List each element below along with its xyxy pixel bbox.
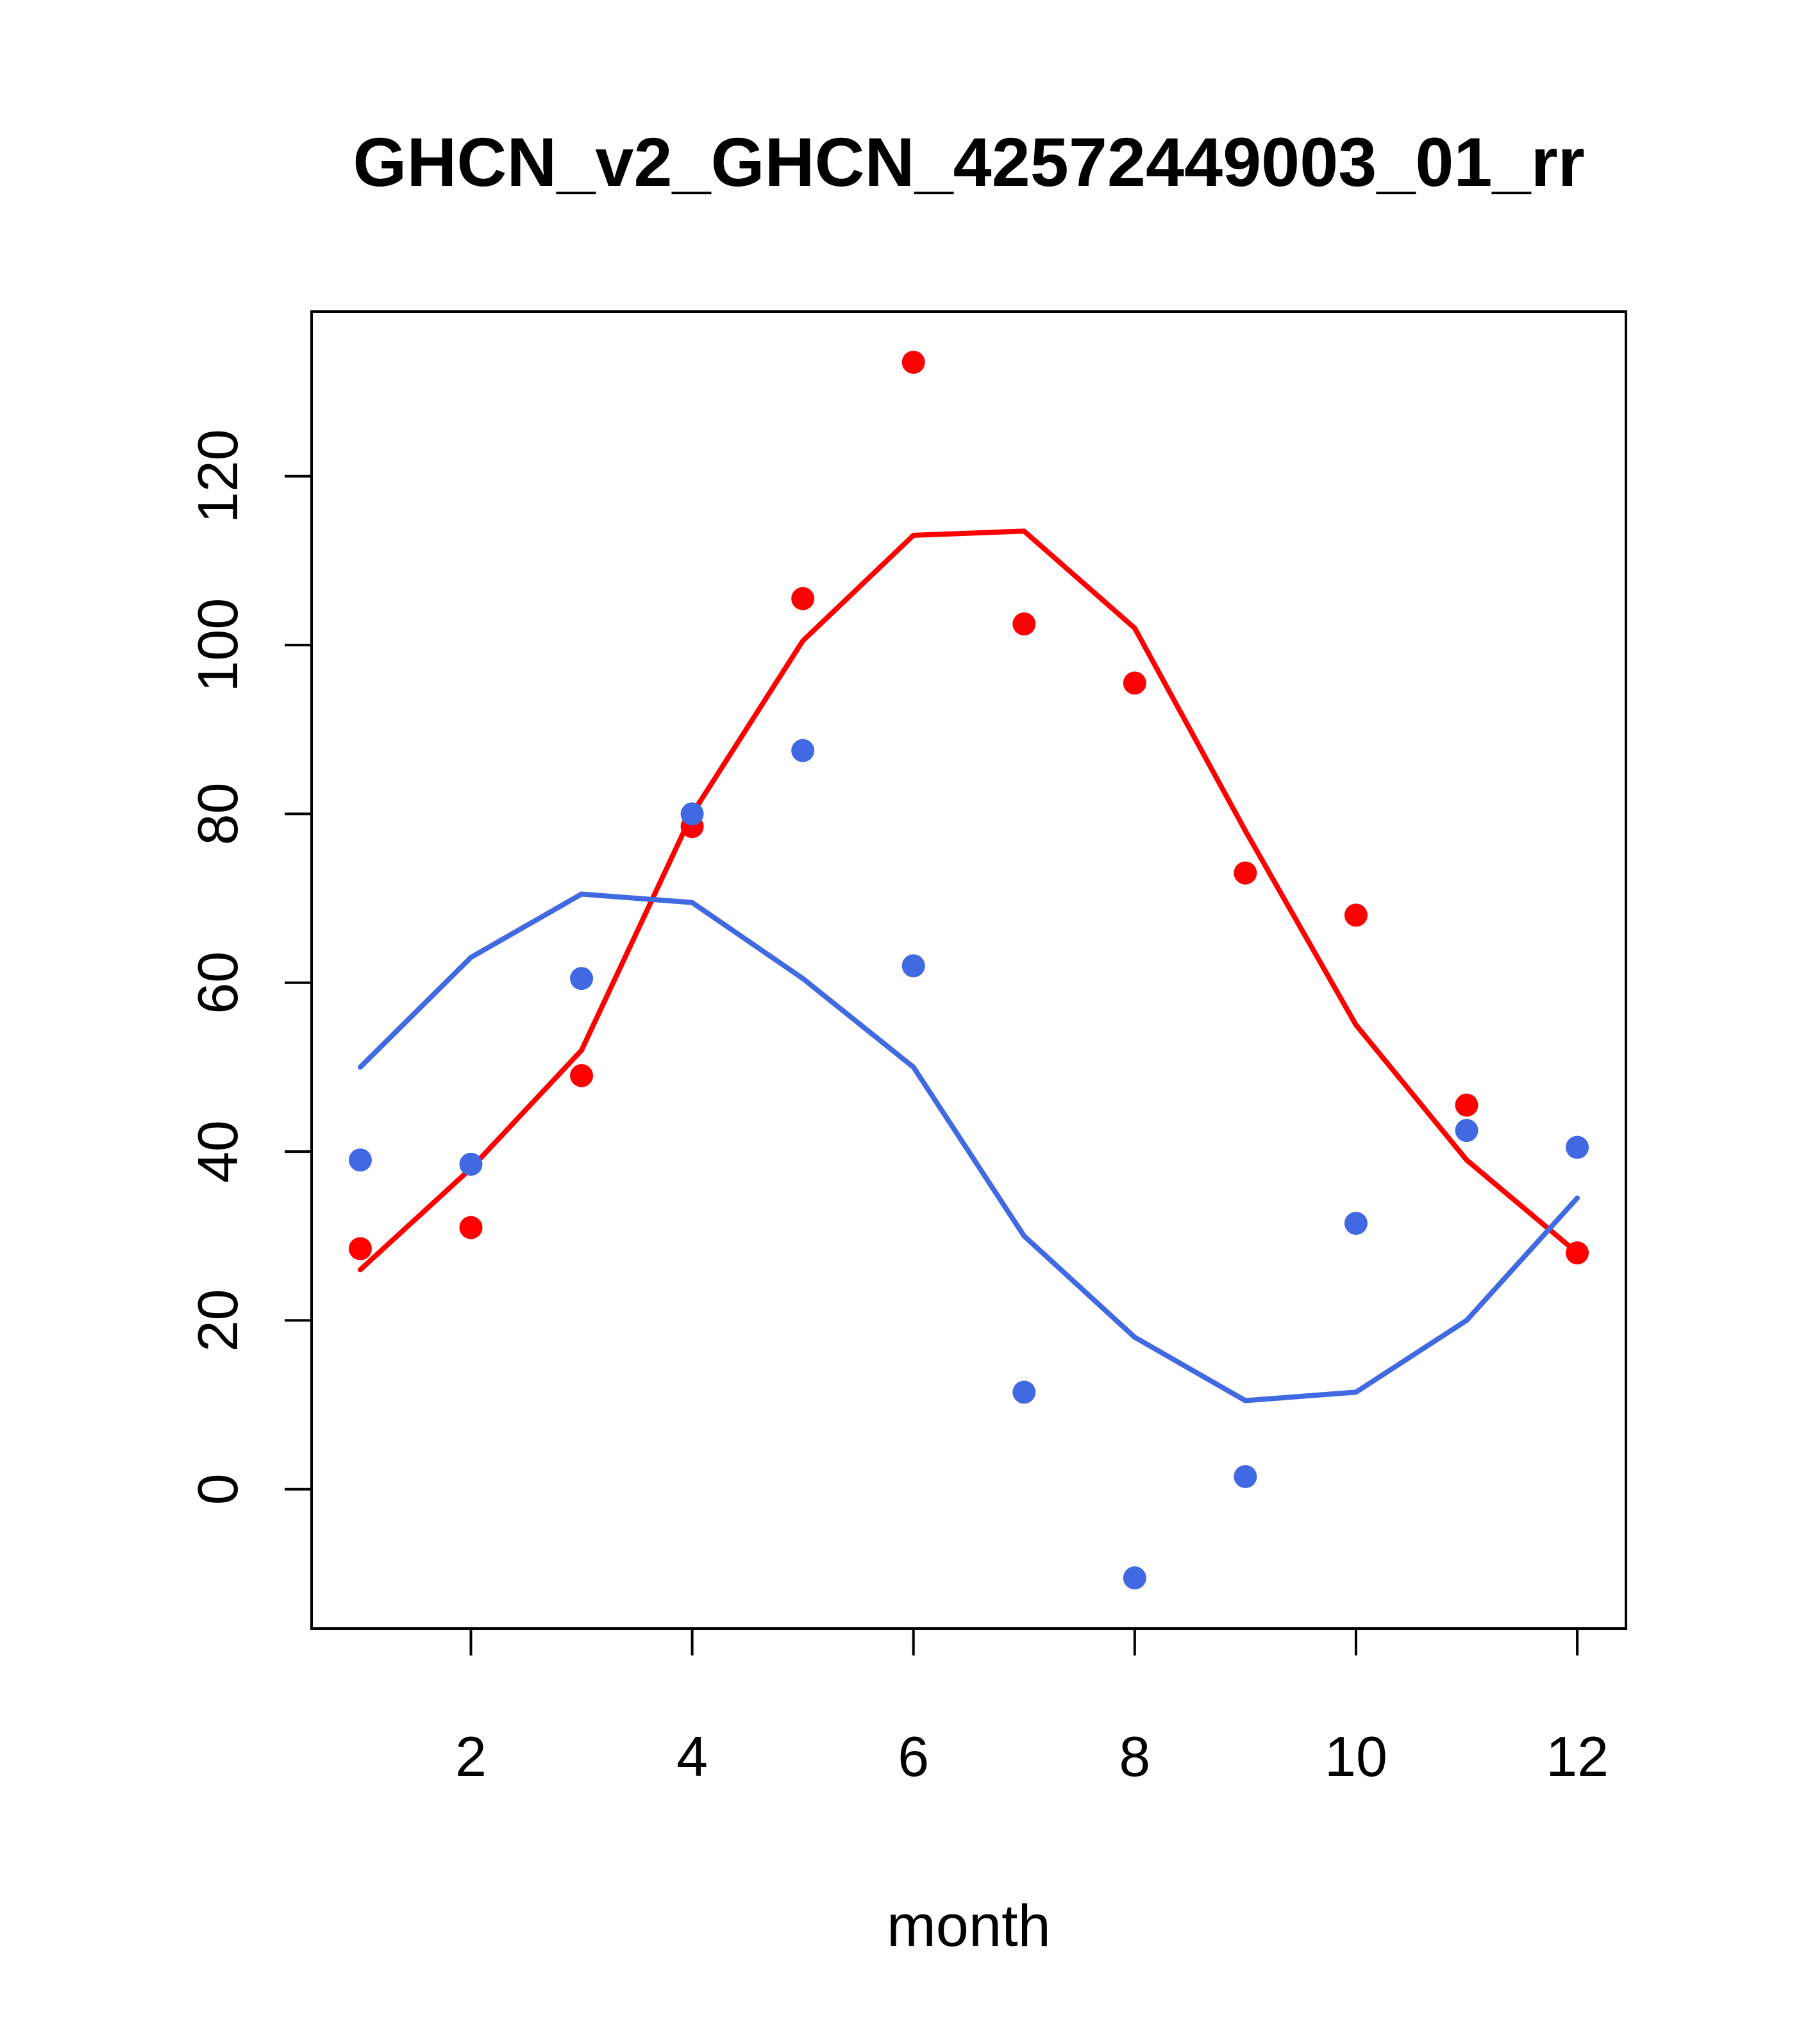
y-tick-label: 60 [186,951,249,1014]
blue-points-marker [1566,1135,1589,1159]
y-tick-label: 100 [186,598,249,692]
x-tick-label: 10 [1325,1725,1387,1788]
chart-title: GHCN_v2_GHCN_42572449003_01_rr [353,123,1584,201]
x-tick-label: 8 [1119,1725,1150,1788]
y-tick-label: 120 [186,429,249,523]
blue-points-marker [680,802,704,826]
red-points-marker [1123,671,1146,695]
blue-points-marker [901,954,925,978]
red-points-marker [1234,861,1257,885]
red-points-marker [1344,903,1368,927]
blue-points-marker [459,1152,483,1176]
blue-points-marker [570,967,594,991]
x-tick-label: 4 [676,1725,708,1788]
red-smooth-line [357,528,1580,1273]
blue-points-marker [1455,1119,1478,1143]
blue-points-marker [1123,1566,1146,1589]
data-layer [348,351,1589,1589]
red-points-marker [1455,1093,1478,1117]
red-points-marker [901,351,925,374]
y-tick-label: 80 [186,782,249,845]
blue-points-marker [1344,1212,1368,1235]
x-tick-label: 6 [898,1725,929,1788]
plot-box [310,310,1627,1630]
x-tick-label: 2 [455,1725,487,1788]
red-points-marker [1566,1241,1589,1265]
red-points-marker [791,587,815,610]
red-points-marker [570,1064,594,1087]
y-tick-label: 0 [186,1473,249,1505]
red-points-marker [459,1216,483,1239]
red-points-marker [348,1237,372,1261]
blue-points-marker [348,1148,372,1172]
blue-points-marker [791,739,815,762]
blue-points-marker [1234,1465,1257,1488]
x-tick-label: 12 [1546,1725,1609,1788]
blue-smooth-line [357,891,1580,1403]
y-tick-label: 40 [186,1120,249,1183]
blue-points-marker [1012,1380,1036,1404]
red-points-marker [1012,612,1036,636]
y-tick-label: 20 [186,1289,249,1352]
x-axis-label: month [887,1893,1051,1959]
